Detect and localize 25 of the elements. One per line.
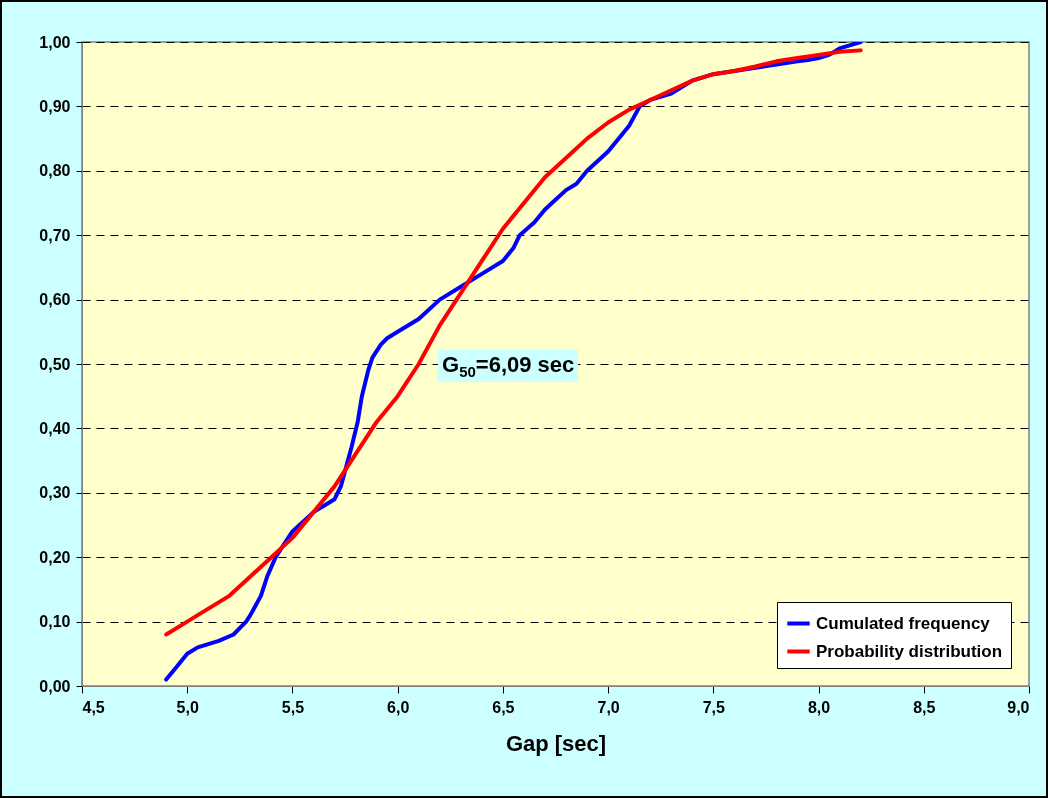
x-tick-label: 6,5 [492,698,515,716]
y-tick-label: 1,00 [39,33,71,51]
x-tick-label: 9,0 [1007,698,1030,716]
legend-label: Probability distribution [816,641,1003,661]
y-tick-label: 0,20 [39,548,71,566]
x-tick-label: 8,0 [807,698,831,716]
legend-label: Cumulated frequency [816,613,991,633]
x-tick-label: 7,0 [597,698,620,716]
y-tick-label: 0,30 [39,484,71,502]
y-tick-label: 0,80 [39,162,71,180]
x-tick-label: 5,5 [281,698,305,716]
y-tick-label: 0,00 [39,677,71,695]
y-tick-label: 0,70 [39,226,71,244]
y-tick-label: 0,60 [39,291,71,309]
x-tick-label: 8,5 [913,698,936,716]
x-tick-label: 5,0 [176,698,199,716]
x-axis-title: Gap [sec] [505,730,607,756]
x-tick-label: 4,5 [82,698,105,716]
x-tick-label: 6,0 [387,698,410,716]
x-tick-label: 7,5 [702,698,726,716]
y-tick-label: 0,90 [39,97,71,115]
y-tick-label: 0,50 [39,355,71,373]
y-tick-label: 0,40 [39,419,71,437]
annotation: G$_{50}$=6,09 sec [438,350,579,383]
y-tick-label: 0,10 [39,613,71,631]
